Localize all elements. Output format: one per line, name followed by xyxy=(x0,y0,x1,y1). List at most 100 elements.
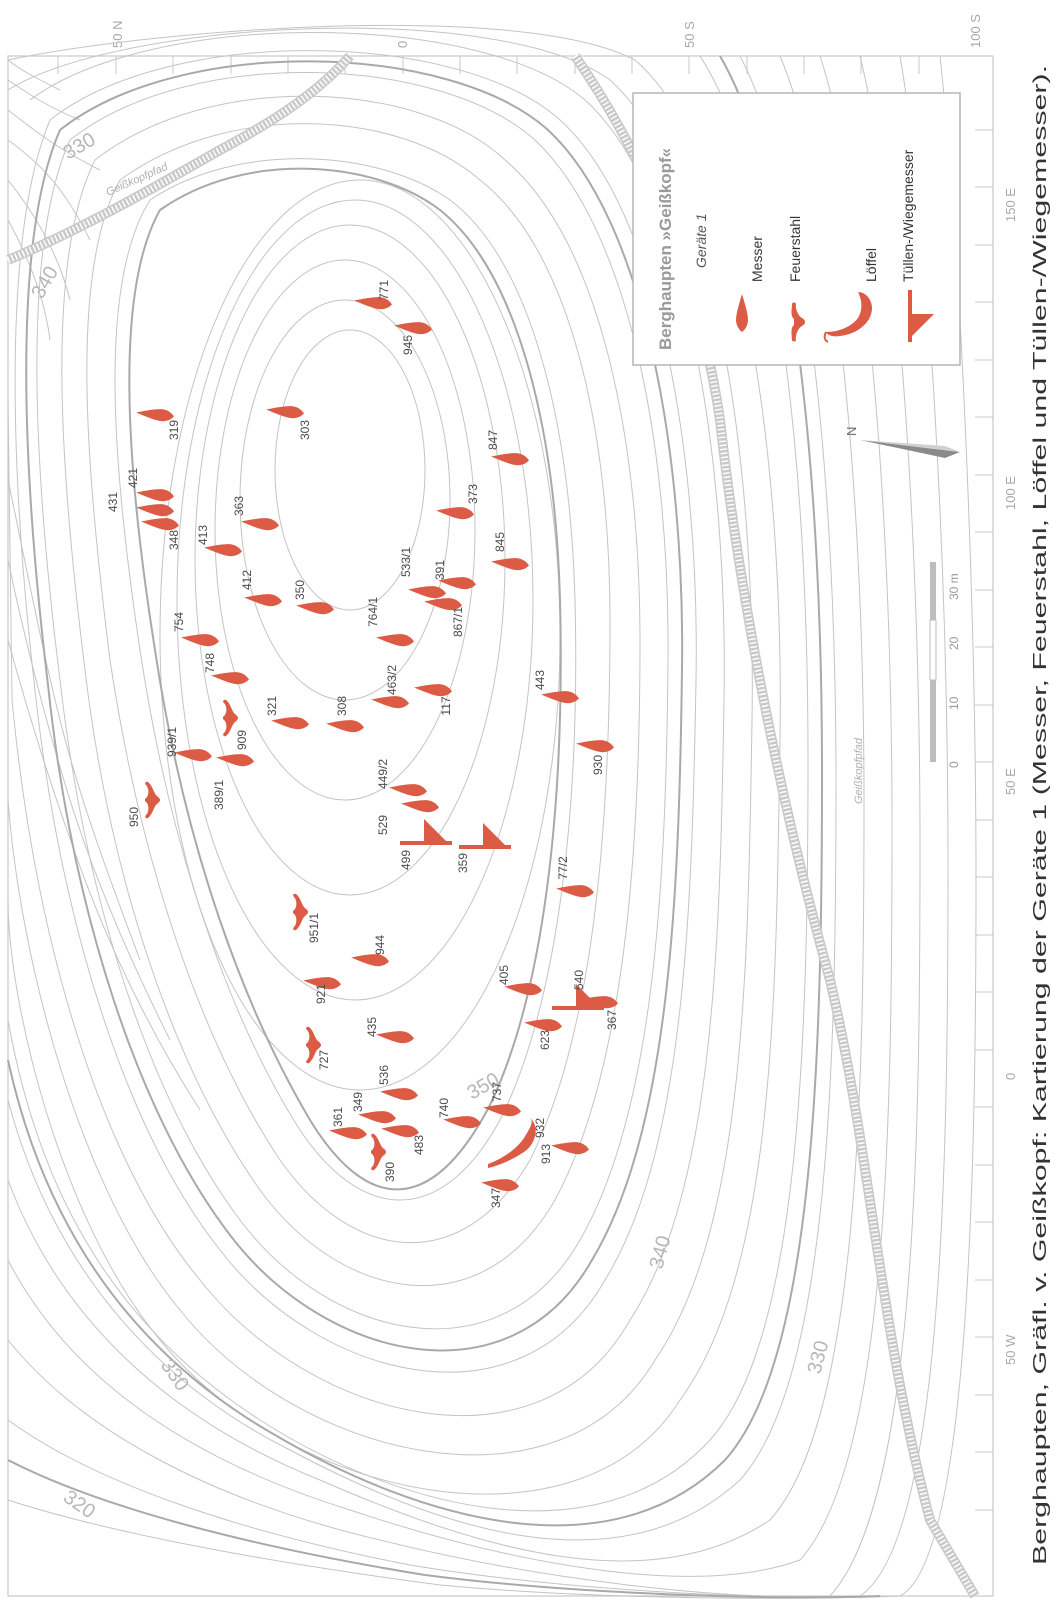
north-label: N xyxy=(844,427,859,436)
find-number: 321 xyxy=(265,696,279,716)
find-number: 536 xyxy=(377,1065,391,1085)
elevation-label: 340 xyxy=(27,263,63,303)
find-number: 391 xyxy=(433,560,447,580)
grid-label-50w: 50 W xyxy=(1003,1334,1018,1365)
find-number: 463/2 xyxy=(385,665,399,695)
find-number: 950 xyxy=(127,807,141,827)
find-number: 623 xyxy=(538,1030,552,1050)
knife-marker xyxy=(240,515,280,532)
find-number: 867/1 xyxy=(451,607,465,637)
spoon-marker xyxy=(488,1118,536,1168)
knife-marker xyxy=(295,599,335,616)
elevation-label: 330 xyxy=(60,129,100,165)
find-number: 754 xyxy=(172,612,186,632)
knife-marker xyxy=(215,751,255,768)
find-number: 764/1 xyxy=(366,597,380,627)
scale-label-0: 0 xyxy=(947,761,961,768)
find-number: 373 xyxy=(466,484,480,504)
fire-steel-marker xyxy=(293,893,308,931)
find-number: 737 xyxy=(490,1082,504,1102)
find-numbers: 771 945 303 319 421 431 348 363 413 412 350 533/1 39… xyxy=(106,280,619,1208)
find-number: 951/1 xyxy=(307,913,321,943)
find-number: 847 xyxy=(486,430,500,450)
north-arrow: N xyxy=(844,427,960,458)
find-number: 349 xyxy=(351,1092,365,1112)
find-number: 540 xyxy=(572,970,586,990)
knife-marker xyxy=(575,737,615,754)
grid-label-0-bottom: 0 xyxy=(1003,1073,1018,1080)
find-number: 740 xyxy=(437,1098,451,1118)
knife-marker xyxy=(550,1139,590,1156)
find-number: 361 xyxy=(331,1107,345,1127)
grid-label-50e: 50 E xyxy=(1003,768,1018,795)
spoon-icon xyxy=(823,292,872,343)
knife-marker xyxy=(375,1028,415,1045)
find-number: 412 xyxy=(240,570,254,590)
scale-label-10: 10 xyxy=(947,696,961,710)
find-number: 845 xyxy=(493,532,507,552)
knife-marker xyxy=(375,631,415,648)
knife-marker xyxy=(400,797,440,814)
bold-contour-lines xyxy=(7,55,881,1599)
find-number: 319 xyxy=(167,420,181,440)
find-number: 363 xyxy=(232,496,246,516)
fire-steel-icon xyxy=(791,302,805,342)
knife-marker xyxy=(265,403,305,420)
knife-marker xyxy=(388,781,428,798)
grid-label-150e: 150 E xyxy=(1003,188,1018,222)
grid-label-100s: 100 S xyxy=(968,14,983,48)
find-number: 748 xyxy=(203,653,217,673)
knife-marker xyxy=(393,319,433,336)
elevation-label: 330 xyxy=(804,1338,834,1376)
find-number: 303 xyxy=(298,420,312,440)
find-number: 932 xyxy=(533,1118,547,1138)
find-number: 499 xyxy=(399,850,413,870)
find-number: 435 xyxy=(365,1017,379,1037)
grid-labels-bottom: 50 W 0 50 E 100 E 150 E xyxy=(1003,188,1018,1365)
elevation-label: 340 xyxy=(646,1233,676,1271)
fire-steel-marker xyxy=(145,781,160,819)
find-number: 944 xyxy=(373,935,387,955)
find-number: 431 xyxy=(106,492,120,512)
find-number: 77/2 xyxy=(556,856,570,880)
scale-label-20: 20 xyxy=(947,636,961,650)
find-number: 413 xyxy=(196,525,210,545)
legend-title: Berghaupten »Geißkopf« xyxy=(656,148,675,350)
find-number: 117 xyxy=(439,696,453,715)
find-number: 348 xyxy=(167,530,181,550)
scale-bar: 0 10 20 30 m xyxy=(929,562,961,768)
knife-marker xyxy=(490,450,530,467)
find-number: 909 xyxy=(235,730,249,750)
find-number: 389/1 xyxy=(212,780,226,810)
find-number: 913 xyxy=(539,1144,553,1164)
knife-marker xyxy=(407,583,447,600)
scale-label-30m: 30 m xyxy=(947,573,961,600)
grid-label-50s: 50 S xyxy=(682,21,697,48)
legend-label-loeffel: Löffel xyxy=(863,248,879,282)
find-number: 529 xyxy=(376,815,390,835)
knife-marker xyxy=(243,591,283,608)
grid-label-100e: 100 E xyxy=(1003,476,1018,510)
find-number: 727 xyxy=(317,1050,331,1070)
grid-labels-top: 50 N 0 50 S 100 S xyxy=(110,14,983,48)
legend-subtitle: Geräte 1 xyxy=(693,214,709,268)
find-number: 939/1 xyxy=(165,727,179,757)
legend-label-feuerstahl: Feuerstahl xyxy=(787,216,803,282)
legend: Berghaupten »Geißkopf« Geräte 1 Messer F… xyxy=(632,92,961,366)
find-number: 390 xyxy=(383,1162,397,1182)
knife-marker xyxy=(173,746,213,763)
knife-marker xyxy=(140,515,180,532)
find-number: 347 xyxy=(489,1188,503,1208)
find-number: 483 xyxy=(412,1135,426,1155)
find-number: 421 xyxy=(126,468,140,488)
find-symbols xyxy=(135,294,619,1193)
find-number: 930 xyxy=(591,755,605,775)
find-number: 449/2 xyxy=(376,759,390,789)
map-frame xyxy=(7,55,994,1597)
find-number: 771 xyxy=(377,280,391,300)
grid-label-50n: 50 N xyxy=(110,21,125,48)
find-number: 359 xyxy=(456,853,470,873)
knife-marker xyxy=(379,1085,419,1102)
grid-label-0-top: 0 xyxy=(395,41,410,48)
